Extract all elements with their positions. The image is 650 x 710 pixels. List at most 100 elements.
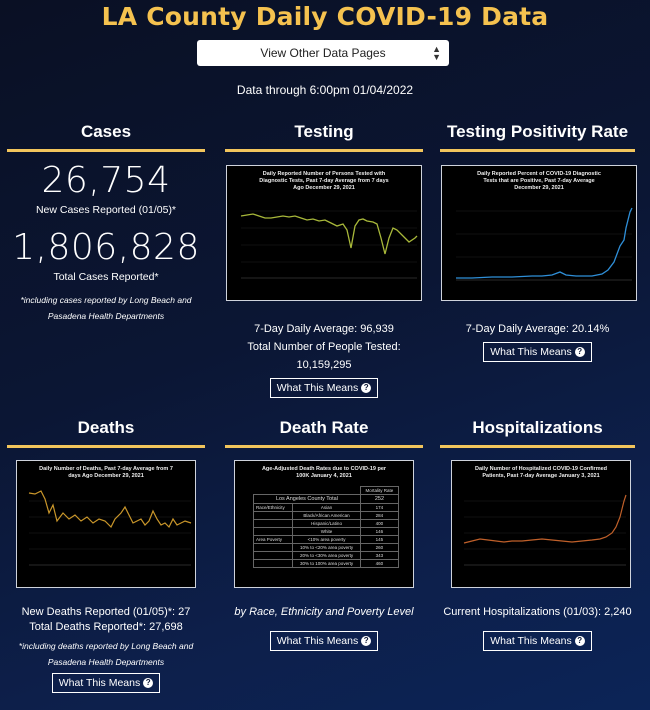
question-icon: ?	[361, 383, 372, 394]
hospitalizations-current: Current Hospitalizations (01/03): 2,240	[443, 606, 632, 618]
table-header: Mortality Rate	[359, 486, 400, 495]
hospitalizations-what-this-means-button[interactable]: What This Means?	[483, 631, 592, 651]
testing-stats: 7-Day Daily Average: 96,939 Total Number…	[225, 320, 423, 398]
death-rate-cell: White	[292, 527, 361, 536]
testing-avg: 7-Day Daily Average: 96,939	[254, 323, 394, 335]
death-rate-cell: 146	[359, 527, 400, 536]
testing-chart: Daily Reported Number of Persons Tested …	[226, 165, 422, 301]
death-rate-row: White 146	[252, 527, 400, 536]
hospitalizations-chart-title: Daily Number of Hospitalized COVID-19 Co…	[474, 466, 608, 479]
death-rate-cell	[252, 543, 294, 552]
death-rate-table-image: Age-Adjusted Death Rates due to COVID-19…	[234, 460, 414, 588]
death-rate-cell	[252, 519, 294, 528]
positivity-section: Testing Positivity Rate	[440, 120, 635, 152]
death-rate-row: 30% to 100% area poverty 460	[252, 559, 400, 568]
positivity-avg: 7-Day Daily Average: 20.14%	[465, 323, 610, 335]
deaths-footnote: *including deaths reported by Long Beach…	[18, 641, 194, 667]
deaths-chart-plot	[28, 490, 192, 566]
positivity-chart: Daily Reported Percent of COVID-19 Diagn…	[441, 165, 637, 301]
death-rate-what-this-means-button[interactable]: What This Means?	[269, 631, 379, 651]
death-rate-row: Black/African American 284	[252, 511, 400, 520]
heading-rule	[7, 149, 205, 152]
deaths-heading: Deaths	[77, 418, 135, 437]
death-rate-cell: Hispanic/Latino	[292, 519, 361, 528]
button-label: What This Means	[490, 346, 572, 358]
new-cases-label: New Cases Reported (01/05)*	[35, 204, 177, 216]
hospitalizations-heading: Hospitalizations	[472, 418, 603, 437]
deaths-section: Deaths	[7, 416, 205, 448]
death-rate-cell: <10% area poverty	[292, 535, 361, 544]
positivity-what-this-means-button[interactable]: What This Means?	[483, 342, 592, 362]
heading-rule	[225, 149, 423, 152]
new-cases-value: 26,754	[41, 160, 171, 201]
updown-arrow-icon: ▲ ▼	[432, 44, 441, 62]
cases-heading: Cases	[80, 122, 132, 141]
heading-rule	[225, 445, 423, 448]
death-rate-chart-title: Age-Adjusted Death Rates due to COVID-19…	[261, 466, 387, 479]
county-label: Los Angeles County Total	[253, 494, 361, 504]
death-rate-cell: 460	[359, 559, 400, 568]
select-label: View Other Data Pages	[260, 46, 386, 60]
data-pages-select[interactable]: View Other Data Pages ▲ ▼	[197, 40, 449, 66]
positivity-heading: Testing Positivity Rate	[446, 122, 629, 141]
testing-section: Testing	[225, 120, 423, 152]
death-rate-cell: Race/Ethnicity	[252, 503, 294, 512]
county-value: 252	[359, 494, 400, 504]
testing-chart-title: Daily Reported Number of Persons Tested …	[259, 171, 389, 191]
cases-footnote: *including cases reported by Long Beach …	[20, 295, 192, 321]
question-icon: ?	[574, 636, 585, 647]
death-rate-cell: 30% to 100% area poverty	[292, 559, 361, 568]
death-rate-cell	[252, 527, 294, 536]
heading-rule	[440, 445, 635, 448]
death-rate-cell: Asian	[292, 503, 361, 512]
death-rate-cell: 343	[359, 551, 400, 560]
total-cases-label: Total Cases Reported*	[53, 271, 159, 283]
death-rate-row: 20% to <30% area poverty 343	[252, 551, 400, 560]
hospitalizations-chart-plot	[463, 494, 627, 566]
death-rate-cell	[252, 559, 294, 568]
button-label: What This Means	[276, 635, 359, 647]
death-rate-row: 10% to <20% area poverty 260	[252, 543, 400, 552]
button-label: What This Means	[276, 382, 359, 394]
deaths-chart: Daily Number of Deaths, Past 7-day Avera…	[16, 460, 196, 588]
death-rate-row: Race/Ethnicity Asian 174	[252, 503, 400, 512]
total-cases-value: 1,806,828	[12, 227, 200, 268]
heading-rule	[7, 445, 205, 448]
testing-heading: Testing	[294, 122, 354, 141]
deaths-new: New Deaths Reported (01/05)*: 27	[21, 606, 191, 618]
death-rate-cell: 174	[359, 503, 400, 512]
death-rate-cell: 145	[359, 535, 400, 544]
death-rate-cell	[252, 511, 294, 520]
death-rate-cell: 400	[359, 519, 400, 528]
hospitalizations-section: Hospitalizations	[440, 416, 635, 448]
positivity-stats: 7-Day Daily Average: 20.14% What This Me…	[440, 320, 635, 362]
testing-chart-plot	[240, 210, 418, 279]
death-rate-stats: by Race, Ethnicity and Poverty Level Wha…	[225, 603, 423, 651]
death-rate-cell: 284	[359, 511, 400, 520]
deaths-total: Total Deaths Reported*: 27,698	[29, 621, 183, 633]
deaths-chart-title: Daily Number of Deaths, Past 7-day Avera…	[39, 466, 173, 479]
question-icon: ?	[361, 636, 372, 647]
question-icon: ?	[574, 347, 585, 358]
button-label: What This Means	[58, 677, 141, 689]
death-rate-row: Hispanic/Latino 400	[252, 519, 400, 528]
death-rate-caption: by Race, Ethnicity and Poverty Level	[234, 606, 414, 618]
death-rate-cell: 20% to <30% area poverty	[292, 551, 361, 560]
death-rate-cell	[252, 551, 294, 560]
cases-section: Cases 26,754 New Cases Reported (01/05)*…	[7, 120, 205, 324]
positivity-chart-plot	[456, 207, 633, 281]
death-rate-row: Area Poverty <10% area poverty 145	[252, 535, 400, 544]
hospitalizations-stats: Current Hospitalizations (01/03): 2,240 …	[440, 603, 635, 651]
deaths-what-this-means-button[interactable]: What This Means?	[51, 673, 161, 693]
data-through-text: Data through 6:00pm 01/04/2022	[236, 83, 414, 97]
death-rate-cell: Area Poverty	[252, 535, 294, 544]
death-rate-cell: Black/African American	[292, 511, 361, 520]
death-rate-cell: 260	[359, 543, 400, 552]
death-rate-cell: 10% to <20% area poverty	[292, 543, 361, 552]
death-rate-heading: Death Rate	[279, 418, 369, 437]
button-label: What This Means	[490, 635, 572, 647]
death-rate-section: Death Rate	[225, 416, 423, 448]
death-rate-table: Mortality Rate Los Angeles County Total 2…	[252, 486, 400, 568]
page-title: LA County Daily COVID-19 Data	[101, 2, 549, 31]
testing-what-this-means-button[interactable]: What This Means?	[269, 378, 379, 398]
